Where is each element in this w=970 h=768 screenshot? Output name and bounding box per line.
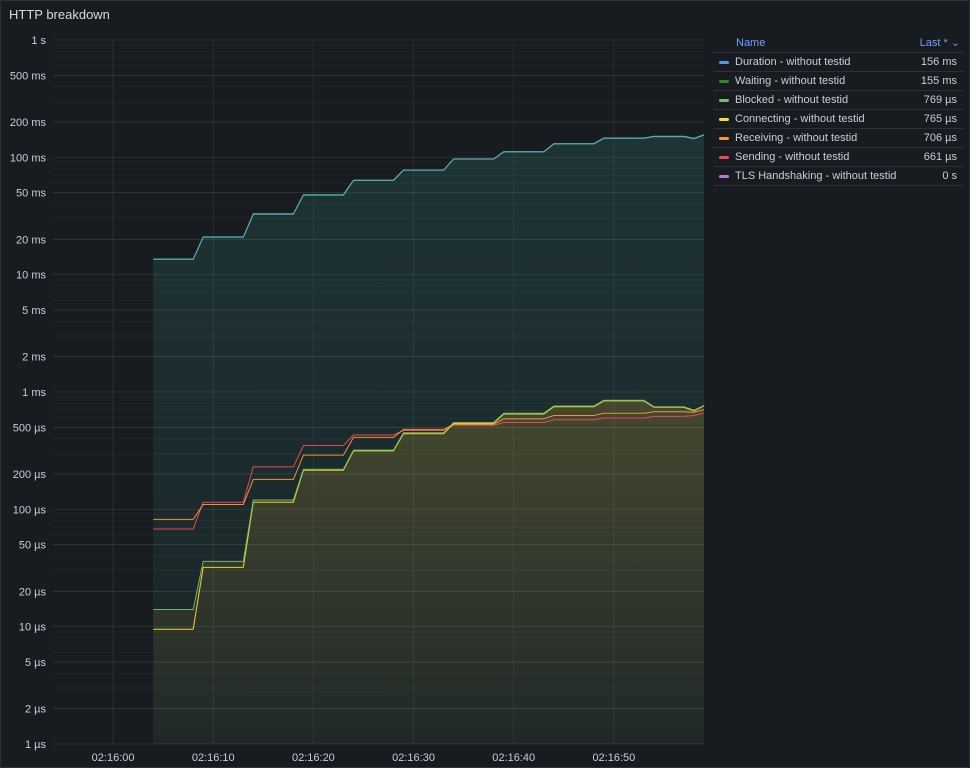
legend-item-label[interactable]: Blocked - without testid (735, 94, 849, 106)
legend-item-receiving[interactable]: Receiving - without testid 706 µs (713, 129, 964, 148)
series-color-swatch (719, 136, 729, 140)
y-tick-label: 10 ms (16, 270, 46, 282)
y-tick-label: 5 µs (25, 657, 47, 669)
legend-item-label[interactable]: Duration - without testid (735, 56, 851, 68)
x-tick-label: 02:16:40 (492, 752, 535, 764)
x-tick-label: 02:16:10 (192, 752, 235, 764)
legend-item-blocked[interactable]: Blocked - without testid 769 µs (713, 91, 964, 110)
y-tick-label: 100 ms (10, 152, 47, 164)
series-color-swatch (719, 117, 729, 121)
legend-item-tls-handshaking[interactable]: TLS Handshaking - without testid 0 s (713, 167, 964, 186)
y-tick-label: 20 µs (19, 586, 47, 598)
series-line-duration[interactable] (153, 134, 705, 260)
y-tick-label: 1 s (31, 35, 46, 47)
legend-item-last: 661 µs (923, 151, 957, 163)
series-line-blocked[interactable] (153, 399, 705, 610)
legend-item-waiting[interactable]: Waiting - without testid 155 ms (713, 72, 964, 91)
chart-plot[interactable]: 1 s 500 ms 200 ms 100 ms 50 ms 20 ms 10 ms 5 ms… (1, 1, 709, 767)
legend-item-duration[interactable]: Duration - without testid 156 ms (713, 53, 964, 72)
series-area-fill (153, 400, 705, 744)
x-tick-label: 02:16:50 (592, 752, 635, 764)
y-tick-label: 5 ms (22, 305, 46, 317)
y-tick-label: 50 µs (19, 540, 47, 552)
x-tick-label: 02:16:30 (392, 752, 435, 764)
legend-item-label[interactable]: TLS Handshaking - without testid (735, 170, 897, 182)
x-tick-label: 02:16:00 (92, 752, 135, 764)
x-tick-label: 02:16:20 (292, 752, 335, 764)
y-tick-label: 200 ms (10, 117, 47, 129)
y-tick-label: 50 ms (16, 188, 46, 200)
series-color-swatch (719, 174, 729, 178)
y-tick-label: 10 µs (19, 622, 47, 634)
y-tick-label: 1 µs (25, 739, 47, 751)
legend-header: Name Last * ⌄ (713, 33, 964, 53)
legend-item-last: 155 ms (920, 75, 957, 87)
legend-item-label[interactable]: Waiting - without testid (735, 75, 846, 87)
legend-item-last: 706 µs (923, 132, 957, 144)
legend: Name Last * ⌄ Duration - without testid … (713, 33, 964, 186)
y-tick-label: 500 µs (13, 422, 47, 434)
legend-item-label[interactable]: Receiving - without testid (735, 132, 858, 144)
series-color-swatch (719, 155, 729, 159)
y-tick-label: 1 ms (22, 387, 46, 399)
y-tick-label: 100 µs (13, 504, 47, 516)
y-tick-label: 2 ms (22, 352, 46, 364)
legend-item-last: 0 s (942, 170, 957, 182)
y-tick-label: 200 µs (13, 469, 47, 481)
legend-last-sort-header[interactable]: Last * ⌄ (919, 37, 960, 49)
y-tick-label: 500 ms (10, 70, 47, 82)
y-tick-label: 2 µs (25, 704, 47, 716)
y-tick-label: 20 ms (16, 234, 46, 246)
legend-item-last: 769 µs (923, 94, 957, 106)
series-color-swatch (719, 98, 729, 102)
series-color-swatch (719, 79, 729, 83)
legend-name-header[interactable]: Name (736, 36, 766, 49)
panel-title[interactable]: HTTP breakdown (9, 7, 110, 22)
series-color-swatch (719, 60, 729, 64)
legend-item-label[interactable]: Sending - without testid (735, 151, 850, 163)
legend-item-label[interactable]: Connecting - without testid (735, 113, 865, 125)
legend-item-last: 765 µs (923, 113, 957, 125)
legend-item-last: 156 ms (920, 56, 957, 68)
legend-item-sending[interactable]: Sending - without testid 661 µs (713, 148, 964, 167)
legend-item-connecting[interactable]: Connecting - without testid 765 µs (713, 110, 964, 129)
